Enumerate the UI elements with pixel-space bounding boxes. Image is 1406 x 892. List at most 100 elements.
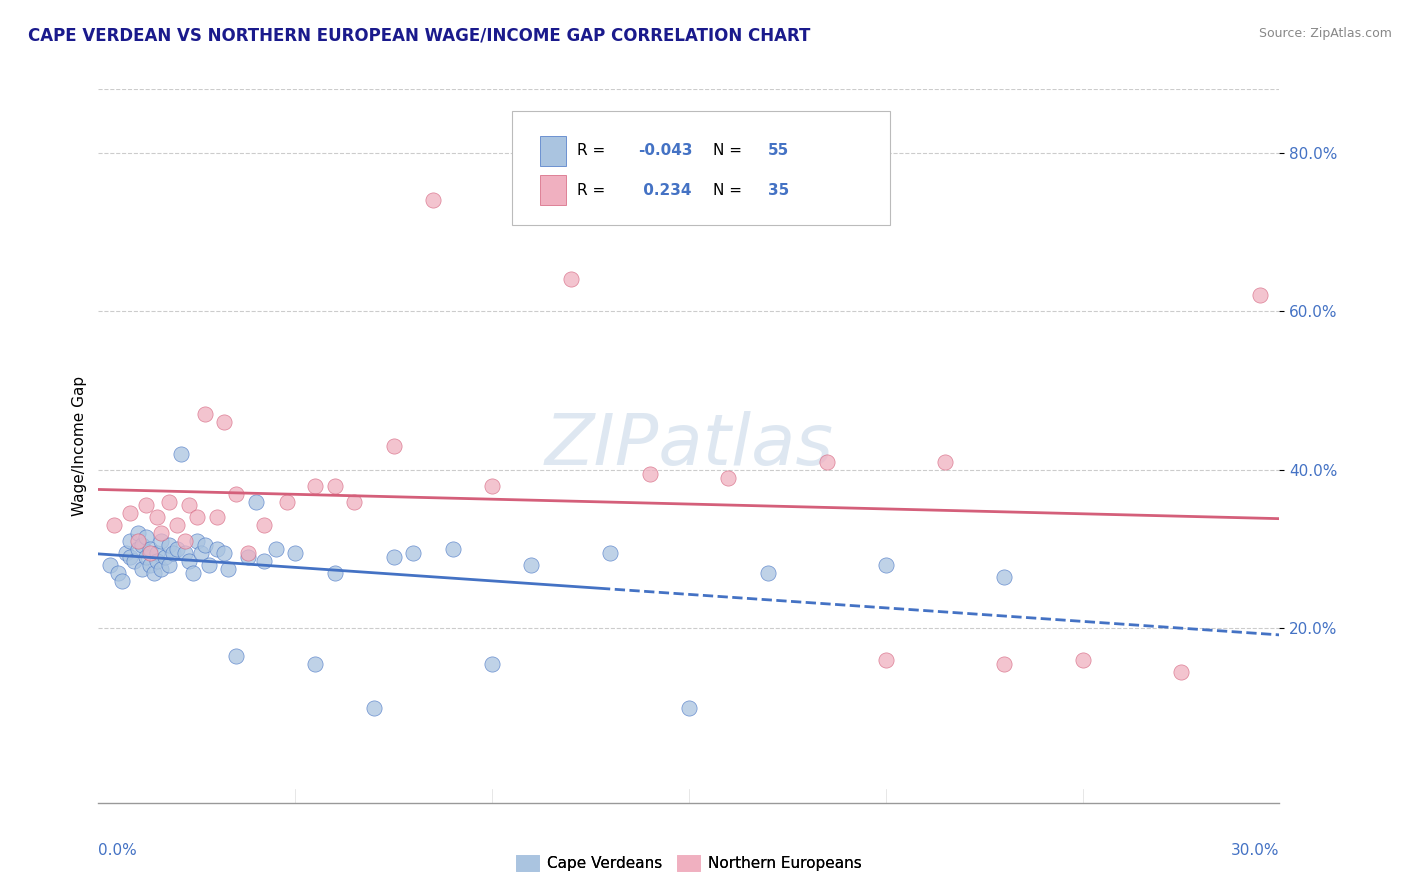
- Point: [253, 554, 276, 568]
- Text: N =: N =: [713, 143, 747, 158]
- Point: [118, 507, 141, 521]
- Text: 55: 55: [768, 143, 789, 158]
- Point: [560, 272, 582, 286]
- Point: [276, 494, 298, 508]
- Point: [135, 499, 157, 513]
- Point: [111, 574, 134, 588]
- Point: [993, 570, 1015, 584]
- FancyBboxPatch shape: [512, 111, 890, 225]
- Text: -0.043: -0.043: [638, 143, 693, 158]
- Point: [107, 566, 129, 580]
- Text: CAPE VERDEAN VS NORTHERN EUROPEAN WAGE/INCOME GAP CORRELATION CHART: CAPE VERDEAN VS NORTHERN EUROPEAN WAGE/I…: [28, 27, 810, 45]
- Y-axis label: Wage/Income Gap: Wage/Income Gap: [72, 376, 87, 516]
- Point: [520, 558, 543, 572]
- Point: [150, 526, 173, 541]
- Point: [127, 534, 149, 549]
- Point: [323, 478, 346, 492]
- Point: [197, 558, 219, 572]
- Point: [177, 554, 200, 568]
- Text: Source: ZipAtlas.com: Source: ZipAtlas.com: [1258, 27, 1392, 40]
- Point: [304, 478, 326, 492]
- Point: [162, 546, 184, 560]
- Text: 0.234: 0.234: [638, 183, 692, 198]
- Point: [343, 494, 366, 508]
- Point: [422, 193, 444, 207]
- Point: [194, 407, 217, 421]
- Point: [236, 546, 259, 560]
- Text: R =: R =: [576, 143, 610, 158]
- Point: [166, 542, 188, 557]
- Point: [103, 518, 125, 533]
- Point: [157, 538, 180, 552]
- Point: [225, 649, 247, 664]
- Point: [236, 549, 259, 564]
- Point: [186, 534, 208, 549]
- Point: [135, 530, 157, 544]
- Point: [146, 554, 169, 568]
- Point: [131, 538, 153, 552]
- Point: [155, 549, 177, 564]
- Text: 30.0%: 30.0%: [1232, 843, 1279, 858]
- Point: [127, 542, 149, 557]
- Point: [115, 546, 138, 560]
- Point: [166, 518, 188, 533]
- Point: [717, 471, 740, 485]
- Point: [142, 566, 165, 580]
- Point: [481, 657, 503, 671]
- Point: [205, 510, 228, 524]
- Point: [118, 549, 141, 564]
- Point: [253, 518, 276, 533]
- Point: [225, 486, 247, 500]
- Point: [181, 566, 204, 580]
- Point: [135, 549, 157, 564]
- Point: [186, 510, 208, 524]
- Point: [323, 566, 346, 580]
- Point: [157, 494, 180, 508]
- Point: [146, 510, 169, 524]
- Point: [190, 546, 212, 560]
- Text: 35: 35: [768, 183, 789, 198]
- Text: R =: R =: [576, 183, 610, 198]
- Point: [138, 542, 160, 557]
- Point: [934, 455, 956, 469]
- Point: [1249, 288, 1271, 302]
- Point: [993, 657, 1015, 671]
- Point: [118, 534, 141, 549]
- FancyBboxPatch shape: [540, 136, 567, 166]
- Point: [150, 562, 173, 576]
- Point: [98, 558, 121, 572]
- Point: [402, 546, 425, 560]
- Point: [599, 546, 621, 560]
- Point: [122, 554, 145, 568]
- Point: [678, 700, 700, 714]
- Point: [217, 562, 239, 576]
- Point: [157, 558, 180, 572]
- Point: [284, 546, 307, 560]
- Point: [815, 455, 838, 469]
- Point: [146, 546, 169, 560]
- Point: [875, 558, 897, 572]
- Point: [638, 467, 661, 481]
- Text: 0.0%: 0.0%: [98, 843, 138, 858]
- Legend: Cape Verdeans, Northern Europeans: Cape Verdeans, Northern Europeans: [510, 849, 868, 877]
- Point: [382, 549, 405, 564]
- Point: [363, 700, 385, 714]
- Text: ZIPatlas: ZIPatlas: [544, 411, 834, 481]
- Point: [174, 546, 197, 560]
- Point: [756, 566, 779, 580]
- Point: [382, 439, 405, 453]
- Point: [875, 653, 897, 667]
- Point: [127, 526, 149, 541]
- Point: [170, 447, 193, 461]
- Point: [481, 478, 503, 492]
- Point: [1071, 653, 1094, 667]
- Point: [174, 534, 197, 549]
- Text: N =: N =: [713, 183, 747, 198]
- Point: [214, 415, 236, 429]
- Point: [177, 499, 200, 513]
- Point: [138, 558, 160, 572]
- Point: [214, 546, 236, 560]
- Point: [441, 542, 464, 557]
- Point: [150, 534, 173, 549]
- Point: [194, 538, 217, 552]
